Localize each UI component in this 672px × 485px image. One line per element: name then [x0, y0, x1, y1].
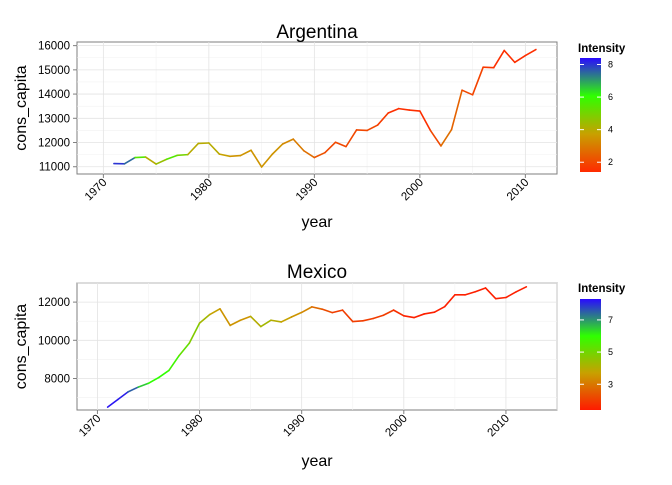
chart-title: Mexico — [287, 262, 347, 283]
legend-tick-label: 5 — [608, 347, 613, 357]
y-tick-label: 15000 — [38, 65, 70, 77]
line-segment — [177, 155, 188, 156]
legend-tick-label: 4 — [608, 125, 613, 135]
x-tick-label: 1970 — [77, 413, 104, 440]
panel-1: Mexico 8000 10000 12000 1970 1980 1990 2000 2010… — [13, 262, 626, 470]
y-tick-label: 14000 — [38, 89, 70, 101]
legend-colorbar — [580, 299, 601, 410]
x-tick-label: 2000 — [383, 413, 410, 440]
line-segment — [353, 321, 363, 322]
y-axis-label: cons_capita — [13, 65, 30, 150]
line-segment — [230, 156, 241, 157]
y-tick-label: 16000 — [38, 41, 70, 53]
chart-title: Argentina — [276, 22, 358, 43]
legend-tick-label: 8 — [608, 60, 613, 70]
panel-0: Argentina 11000 12000 13000 14000 15000 16000 1… — [13, 22, 626, 231]
legend-title: Intensity — [578, 283, 626, 295]
y-axis-label: cons_capita — [13, 304, 30, 389]
x-axis-label: year — [301, 214, 333, 231]
legend: Intensity 2 4 6 8 — [578, 43, 626, 172]
legend-colorbar — [580, 58, 601, 172]
legend-tick-label: 6 — [608, 92, 613, 102]
line-segment — [409, 110, 420, 111]
y-tick-label: 10000 — [38, 335, 70, 347]
x-tick-label: 1970 — [83, 177, 110, 204]
y-tick-label: 8000 — [44, 373, 70, 385]
legend-tick-label: 7 — [608, 315, 613, 325]
y-tick-label: 13000 — [38, 113, 70, 125]
x-tick-label: 2010 — [505, 177, 532, 204]
line-segment — [496, 298, 506, 299]
x-tick-label: 1980 — [179, 413, 206, 440]
y-tick-label: 12000 — [38, 138, 70, 150]
x-axis-label: year — [301, 453, 333, 470]
x-tick-label: 2000 — [399, 177, 426, 204]
y-tick-label: 11000 — [39, 162, 70, 174]
plot-panel — [77, 42, 557, 174]
y-tick-label: 12000 — [38, 297, 70, 309]
legend-tick-label: 3 — [608, 379, 613, 389]
x-tick-label: 2010 — [485, 413, 512, 440]
x-tick-label: 1990 — [281, 413, 308, 440]
legend-title: Intensity — [578, 43, 626, 55]
legend-tick-label: 2 — [608, 157, 613, 167]
x-tick-label: 1980 — [188, 177, 215, 204]
legend: Intensity 3 5 7 — [578, 283, 626, 410]
x-tick-label: 1990 — [294, 177, 321, 204]
